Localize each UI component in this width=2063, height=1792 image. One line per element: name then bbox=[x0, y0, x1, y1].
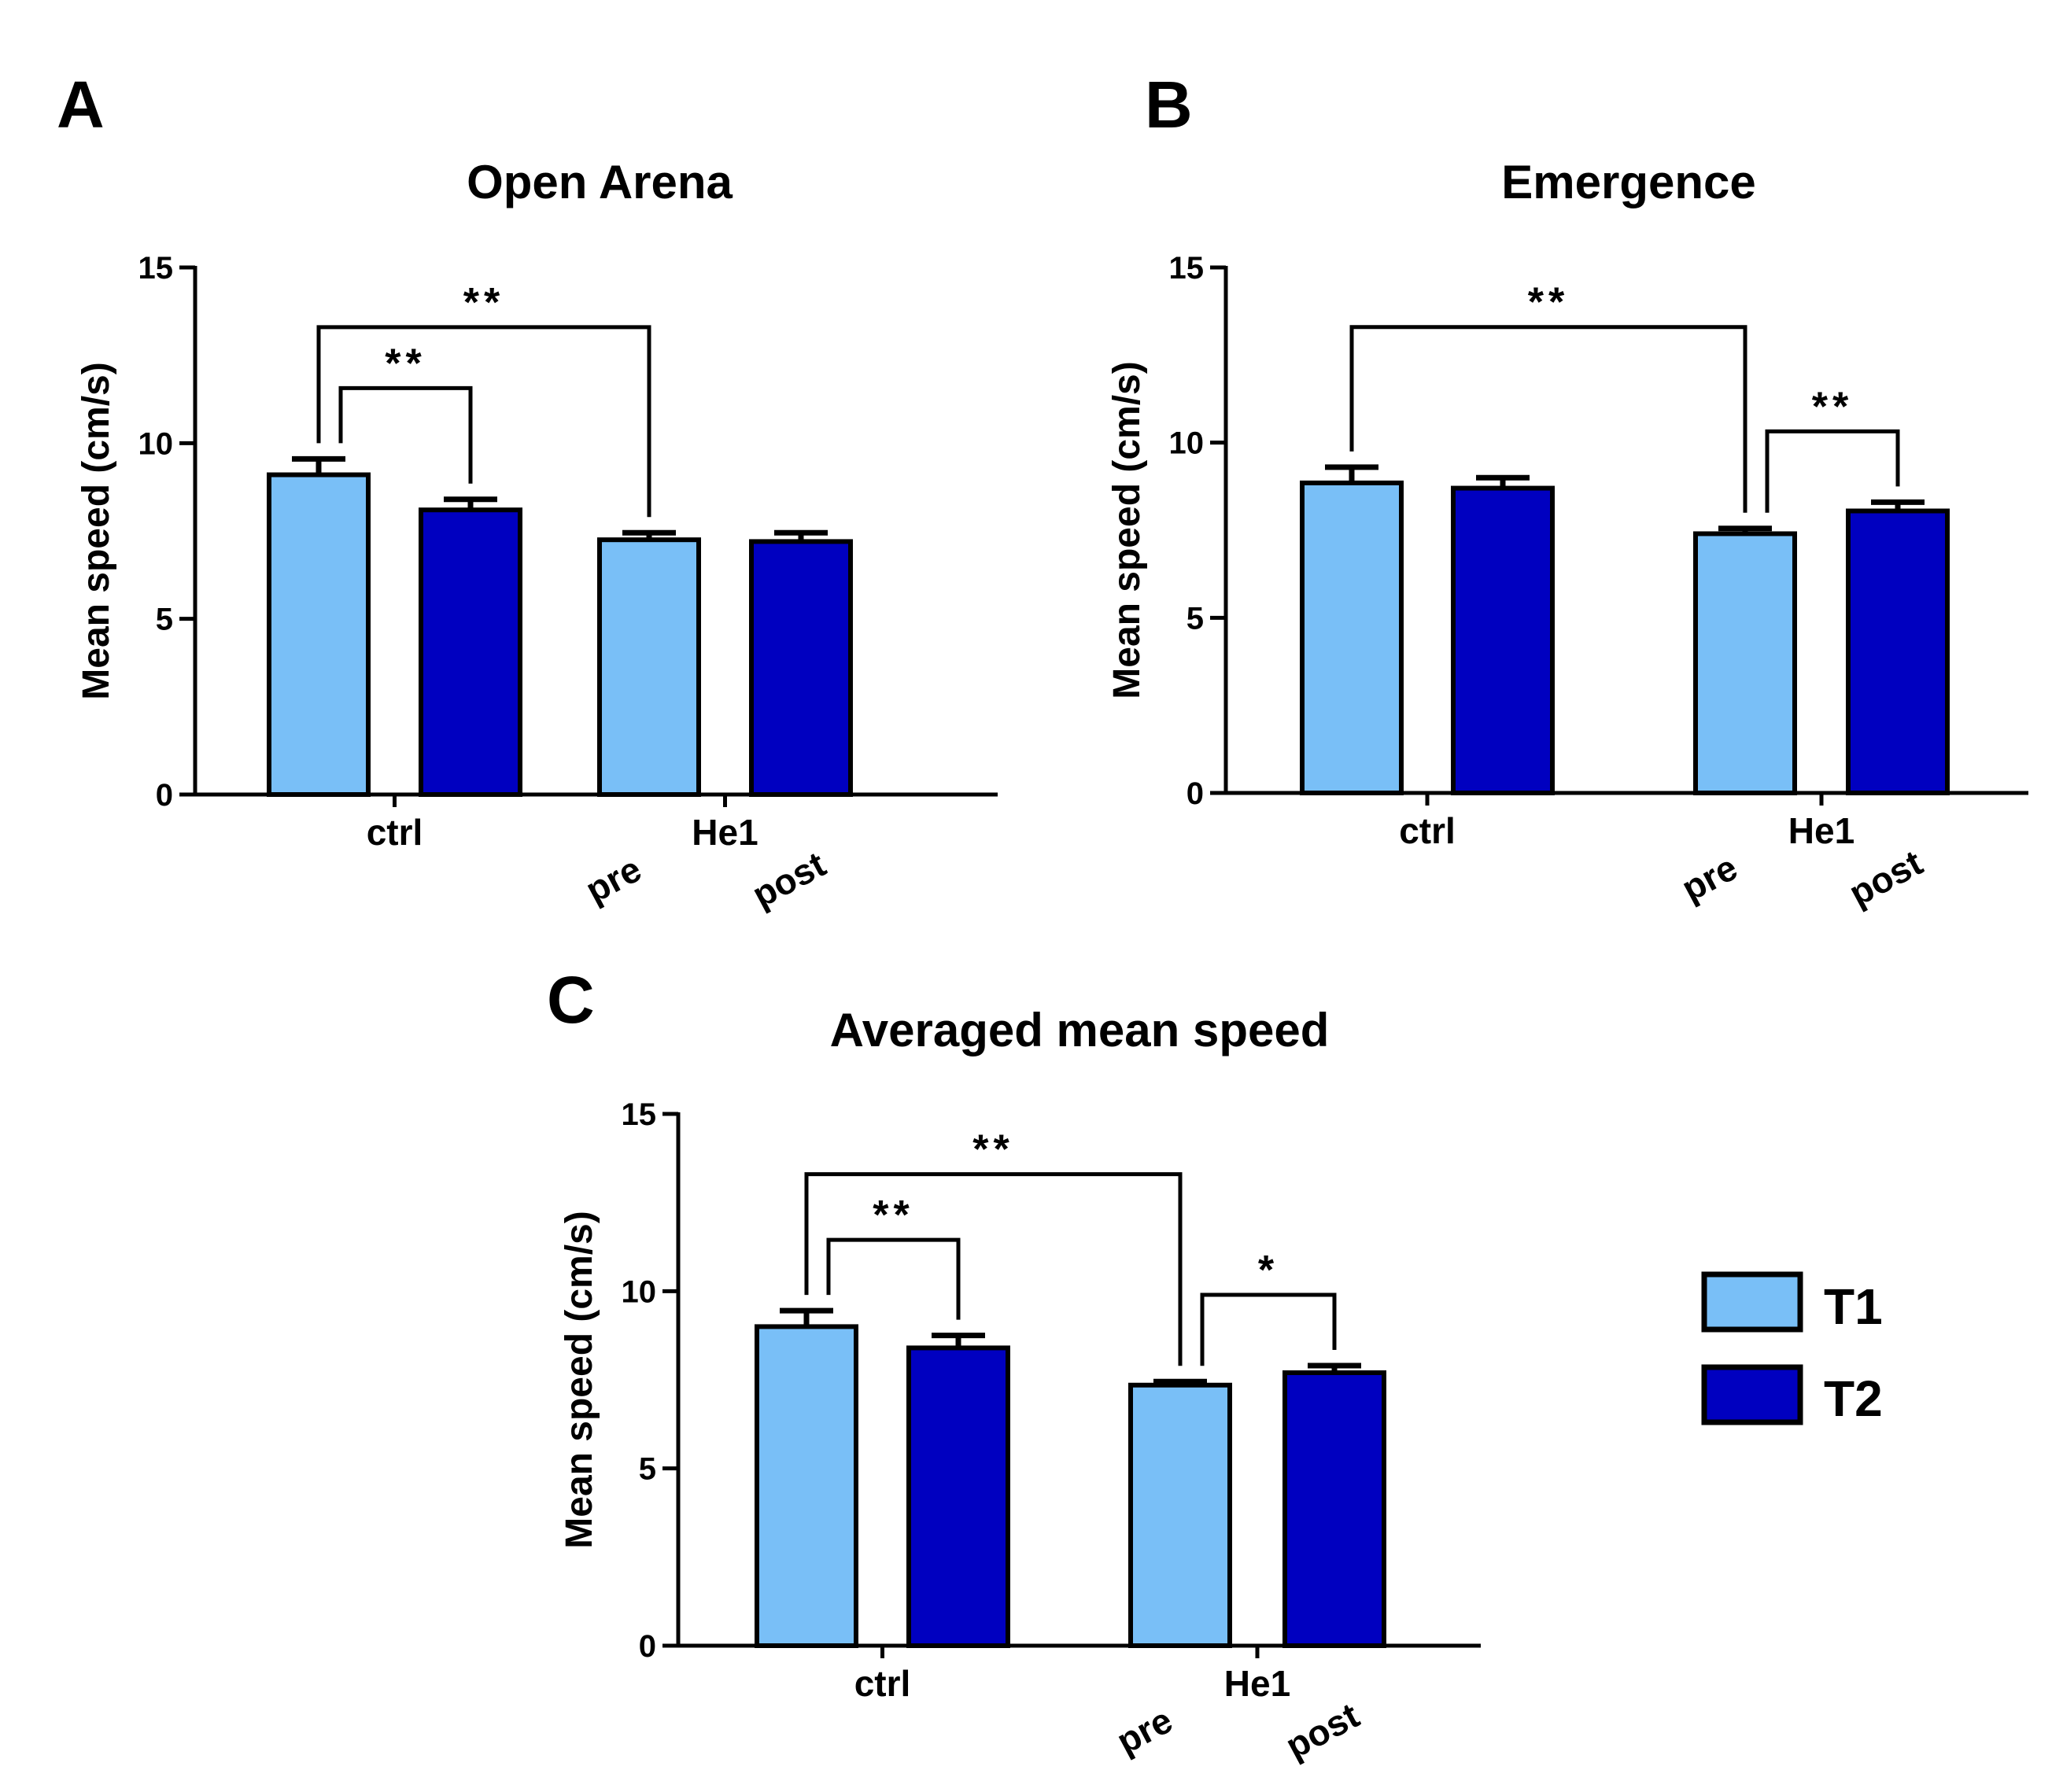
significance-label-c-0: ** bbox=[972, 1127, 1013, 1173]
x-sublabel-c-pre: pre bbox=[1110, 1699, 1179, 1762]
plot-area-b: 0 5 10 15 Mean speed (cm/s) ctrl He1 pre post ** *… bbox=[1106, 251, 2028, 914]
y-axis-label-c: Mean speed (cm/s) bbox=[559, 1211, 600, 1548]
x-group-label-a-He1: He1 bbox=[692, 812, 758, 853]
bar-a-He1-t1 bbox=[597, 537, 701, 798]
x-sublabel-b-pre: pre bbox=[1675, 846, 1744, 909]
significance-label-a-1: ** bbox=[385, 341, 426, 386]
legend-label-t2: T2 bbox=[1824, 1370, 1883, 1427]
significance-label-b-1: ** bbox=[1812, 384, 1853, 430]
bar-c-He1-t1 bbox=[1128, 1382, 1232, 1648]
x-sublabel-a-post: post bbox=[745, 843, 832, 916]
legend-swatch-t2 bbox=[1701, 1364, 1803, 1425]
y-tick-label-b-0: 0 bbox=[1187, 776, 1204, 811]
bar-b-He1-t1 bbox=[1693, 531, 1797, 795]
chart-title-c: Averaged mean speed bbox=[830, 1004, 1330, 1056]
x-sublabel-a-pre: pre bbox=[579, 848, 648, 911]
x-group-label-c-He1: He1 bbox=[1224, 1663, 1290, 1704]
y-tick-label-b-5: 5 bbox=[1187, 601, 1204, 636]
bar-c-He1-t2 bbox=[1282, 1370, 1386, 1649]
significance-bracket-a-1 bbox=[338, 385, 473, 484]
y-axis-label-a: Mean speed (cm/s) bbox=[76, 362, 117, 699]
plot-area-a: 0 5 10 15 Mean speed (cm/s) ctrl He1 pre post ** *… bbox=[76, 251, 998, 916]
y-tick-label-b-15: 15 bbox=[1169, 251, 1205, 286]
panel-letter-a: A bbox=[57, 68, 105, 142]
x-group-label-c-ctrl: ctrl bbox=[854, 1663, 911, 1704]
bar-c-ctrl-t2 bbox=[906, 1345, 1010, 1648]
panel-c: C Averaged mean speed 0 5 10 15 Mean speed (… bbox=[547, 963, 1481, 1767]
y-axis-label-b: Mean speed (cm/s) bbox=[1106, 361, 1148, 699]
bar-b-ctrl-t1 bbox=[1300, 480, 1404, 795]
y-tick-label-a-10: 10 bbox=[138, 426, 174, 461]
significance-bracket-a-0 bbox=[316, 325, 651, 518]
significance-label-a-0: ** bbox=[463, 280, 504, 326]
y-tick-label-a-0: 0 bbox=[156, 778, 173, 813]
y-tick-label-c-10: 10 bbox=[622, 1274, 657, 1309]
x-group-label-a-ctrl: ctrl bbox=[367, 812, 423, 853]
panel-b: B Emergence 0 5 10 15 Mean speed (cm/s) ctrl H… bbox=[1106, 68, 2028, 914]
panel-letter-c: C bbox=[547, 963, 595, 1037]
x-group-label-b-ctrl: ctrl bbox=[1399, 810, 1456, 851]
significance-label-b-0: ** bbox=[1528, 280, 1569, 326]
legend-label-t1: T1 bbox=[1824, 1278, 1883, 1335]
x-group-label-b-He1: He1 bbox=[1788, 810, 1854, 851]
significance-bracket-c-2 bbox=[1200, 1292, 1337, 1366]
y-tick-label-c-0: 0 bbox=[639, 1629, 656, 1664]
legend-swatch-t1 bbox=[1701, 1271, 1803, 1333]
significance-label-c-1: ** bbox=[873, 1193, 913, 1238]
bar-a-ctrl-t2 bbox=[419, 507, 522, 797]
panel-a: A Open Arena 0 5 10 15 Mean speed (cm/s) ctrl… bbox=[57, 68, 998, 916]
bar-b-ctrl-t2 bbox=[1451, 485, 1555, 795]
y-tick-label-c-15: 15 bbox=[622, 1097, 657, 1132]
bar-a-He1-t2 bbox=[749, 539, 853, 798]
y-tick-label-a-5: 5 bbox=[156, 603, 173, 637]
panel-letter-b: B bbox=[1145, 68, 1193, 142]
bar-a-ctrl-t1 bbox=[267, 472, 371, 797]
bar-b-He1-t2 bbox=[1846, 508, 1950, 795]
y-tick-label-a-15: 15 bbox=[138, 251, 174, 286]
y-tick-label-c-5: 5 bbox=[639, 1452, 656, 1487]
x-sublabel-c-post: post bbox=[1279, 1694, 1365, 1767]
significance-bracket-b-1 bbox=[1765, 429, 1900, 513]
y-tick-label-b-10: 10 bbox=[1169, 426, 1205, 461]
significance-bracket-b-0 bbox=[1349, 325, 1747, 513]
significance-bracket-c-1 bbox=[826, 1237, 961, 1320]
x-sublabel-b-post: post bbox=[1842, 842, 1928, 914]
chart-title-a: Open Arena bbox=[467, 156, 733, 208]
chart-title-b: Emergence bbox=[1501, 156, 1756, 208]
significance-bracket-c-0 bbox=[804, 1172, 1183, 1366]
legend: T1 T2 bbox=[1701, 1271, 1883, 1427]
bar-c-ctrl-t1 bbox=[755, 1324, 858, 1649]
significance-label-c-2: * bbox=[1258, 1248, 1279, 1293]
